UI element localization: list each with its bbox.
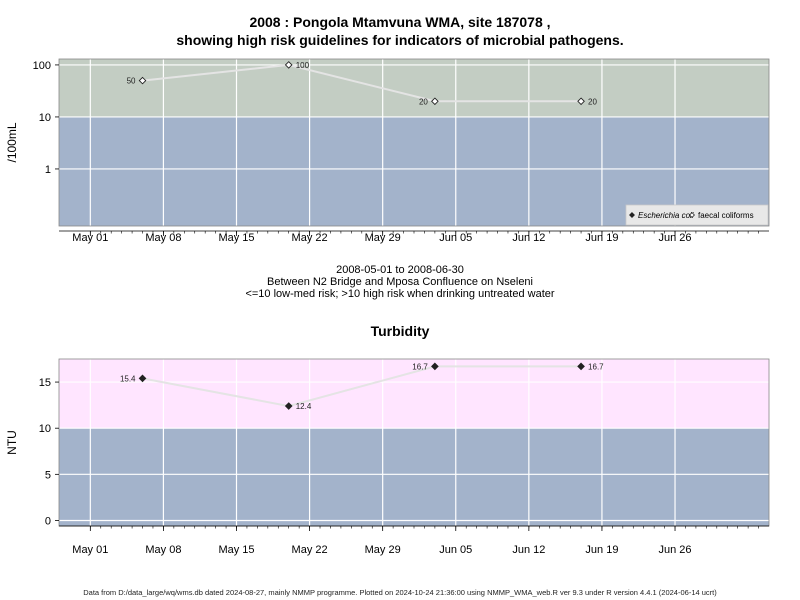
turbidity-band-1 [59, 428, 769, 526]
microbial-ytick-label-0: 1 [45, 164, 51, 176]
legend-label-1: faecal coliforms [698, 211, 754, 220]
data-label-microbial-3: 20 [588, 97, 597, 106]
data-point-turbidity-2 [431, 362, 439, 371]
turbidity-x-tick-label-2: May 15 [218, 544, 254, 556]
data-point-microbial-3 [577, 97, 585, 106]
microbial-x-tick-label-2: May 15 [218, 232, 254, 244]
microbial-x-tick-label-7: Jun 19 [585, 232, 618, 244]
turbidity-x-tick-label-4: May 29 [365, 544, 401, 556]
microbial-ytick-label-2: 100 [33, 60, 51, 72]
microbial-x-tick-label-6: Jun 12 [512, 232, 545, 244]
turbidity-x-tick-label-5: Jun 05 [439, 544, 472, 556]
series-line-turbidity [142, 365, 582, 408]
microbial-x-tick-label-8: Jun 26 [659, 232, 692, 244]
data-point-microbial-2 [431, 97, 439, 106]
turbidity-x-tick-label-7: Jun 19 [585, 544, 618, 556]
legend-marker-0 [629, 212, 635, 218]
data-label-turbidity-0: 15.4 [120, 374, 136, 383]
data-label-microbial-0: 50 [127, 77, 136, 86]
turbidity-title: Turbidity [370, 323, 430, 339]
data-point-turbidity-0 [138, 374, 147, 383]
turbidity-ytick-label-1: 5 [45, 469, 51, 481]
turbidity-x-tick-label-1: May 08 [145, 544, 181, 556]
risk-guideline-text: <=10 low-med risk; >10 high risk when dr… [245, 288, 555, 300]
microbial-band-0 [59, 59, 769, 117]
footer-note: Data from D:/data_large/wq/wms.db dated … [83, 588, 717, 597]
microbial-ytick-label-1: 10 [39, 112, 51, 124]
data-label-turbidity-2: 16.7 [412, 362, 428, 371]
legend-box [625, 204, 769, 226]
turbidity-x-tick-label-6: Jun 12 [512, 544, 545, 556]
data-label-turbidity-1: 12.4 [296, 402, 312, 411]
turbidity-x-tick-label-3: May 22 [292, 544, 328, 556]
microbial-x-tick-label-0: May 01 [72, 232, 108, 244]
microbial-x-tick-label-1: May 08 [145, 232, 181, 244]
data-point-microbial-0 [138, 76, 147, 85]
legend-marker-1 [689, 212, 695, 218]
data-point-microbial-1 [284, 61, 293, 69]
microbial-x-tick-label-5: Jun 05 [439, 232, 472, 244]
chart-title-line-1: 2008 : Pongola Mtamvuna WMA, site 187078… [249, 14, 551, 30]
series-line-microbial [142, 63, 582, 103]
turbidity-ytick-label-2: 10 [39, 423, 51, 435]
site-description-text: Between N2 Bridge and Mposa Confluence o… [267, 276, 533, 288]
microbial-x-tick-label-3: May 22 [292, 232, 328, 244]
legend-label-0: Escherichia coli [638, 211, 694, 220]
data-label-microbial-2: 20 [419, 97, 428, 106]
date-range-text: 2008-05-01 to 2008-06-30 [336, 264, 464, 276]
turbidity-ytick-label-3: 15 [39, 377, 51, 389]
microbial-plot-frame [58, 58, 770, 227]
turbidity-band-0 [59, 359, 769, 429]
turbidity-x-tick-label-0: May 01 [72, 544, 108, 556]
chart-title-line-2: showing high risk guidelines for indicat… [176, 32, 624, 48]
microbial-x-tick-label-4: May 29 [365, 232, 401, 244]
turbidity-y-axis-label: NTU [5, 430, 19, 455]
data-point-turbidity-3 [577, 362, 585, 371]
turbidity-x-tick-label-8: Jun 26 [659, 544, 692, 556]
microbial-y-axis-label: /100mL [5, 122, 19, 162]
data-label-turbidity-3: 16.7 [588, 362, 604, 371]
data-point-turbidity-1 [284, 402, 293, 410]
turbidity-ytick-label-0: 0 [45, 515, 51, 527]
data-label-microbial-1: 100 [296, 61, 310, 70]
